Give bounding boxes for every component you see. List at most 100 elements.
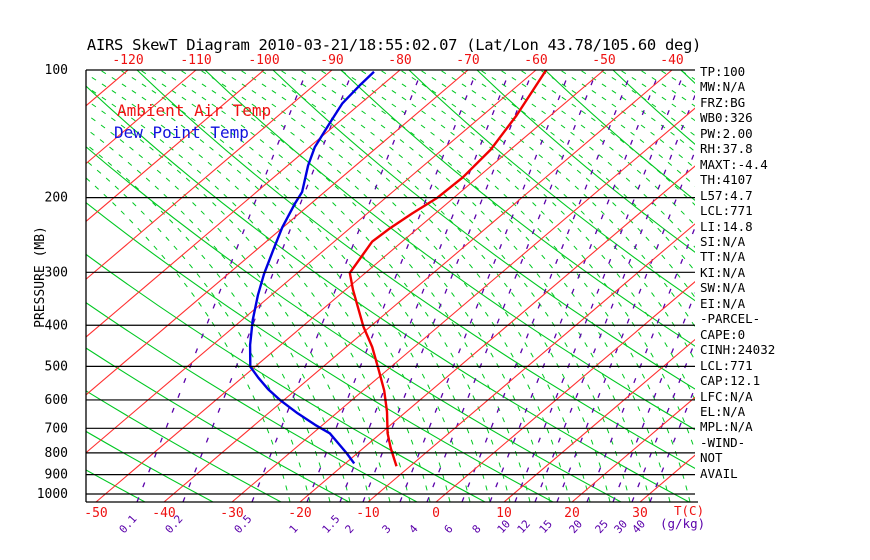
mixing-ratio-tick-label: 1.5 xyxy=(320,513,343,536)
moist-adiabat-line xyxy=(479,70,695,249)
dewpoint-profile-line xyxy=(248,70,375,465)
readout-item: MAXT:-4.4 xyxy=(700,156,768,172)
mixing-ratio-tick-label: 12 xyxy=(515,517,534,536)
moist-adiabat-line xyxy=(159,70,511,502)
isotherm-line xyxy=(86,70,129,107)
mixing-ratio-line xyxy=(251,70,423,502)
mixing-ratio-tick-label: 2 xyxy=(343,522,357,536)
readout-item: RH:37.8 xyxy=(700,141,753,157)
readout-item: AVAIL xyxy=(700,465,738,481)
dry-adiabat-line xyxy=(86,201,554,502)
top-temp-tick-label: -50 xyxy=(592,53,615,68)
readout-item: LCL:771 xyxy=(700,203,753,219)
pressure-tick-label: 500 xyxy=(45,359,68,374)
isotherm-line xyxy=(86,70,469,396)
mixing-ratio-tick-label: 6 xyxy=(442,522,456,536)
mixing-ratio-line xyxy=(339,70,511,502)
mixing-ratio-line xyxy=(362,70,534,502)
pressure-tick-label: 600 xyxy=(45,393,68,408)
dry-adiabat-line xyxy=(86,146,622,502)
mixing-ratio-line xyxy=(306,70,478,502)
readout-item: -WIND- xyxy=(700,434,746,450)
top-temp-tick-label: -70 xyxy=(456,53,479,68)
readout-item: EI:N/A xyxy=(700,295,746,311)
readout-item: TP:100 xyxy=(700,64,746,79)
readout-item: FRZ:BG xyxy=(700,94,746,110)
temp-profile-line xyxy=(348,70,548,467)
dry-adiabat-line xyxy=(408,70,695,302)
bottom-temp-tick-label: -50 xyxy=(84,506,107,521)
isotherm-line xyxy=(299,165,695,502)
pressure-tick-label: 1000 xyxy=(37,487,68,502)
moist-adiabat-line xyxy=(86,159,311,502)
dry-adiabat-line xyxy=(86,301,418,502)
bottom-temp-tick-label: -20 xyxy=(288,506,311,521)
dry-adiabat-line xyxy=(272,70,695,390)
bottom-temp-tick-label: 20 xyxy=(564,506,580,521)
mixing-ratio-tick-label: 1 xyxy=(287,522,301,536)
moist-adiabat-line xyxy=(99,70,451,502)
dry-adiabat-line xyxy=(544,70,695,201)
pressure-tick-label: 200 xyxy=(45,191,68,206)
dry-adiabat-line xyxy=(86,390,282,502)
moist-adiabat-line xyxy=(199,70,551,502)
readout-item: LCL:771 xyxy=(700,357,753,373)
top-temp-tick-label: -120 xyxy=(112,53,143,68)
legend-air-temp-label: Ambient Air Temp xyxy=(117,101,272,120)
moist-adiabat-line xyxy=(359,70,695,453)
moist-adiabat-line xyxy=(86,113,371,502)
readout-item: EL:N/A xyxy=(700,403,746,419)
top-temp-tick-label: -90 xyxy=(320,53,343,68)
mixing-ratio-tick-label: 4 xyxy=(407,522,421,536)
temp-axis-unit-label: T(C) xyxy=(674,503,704,518)
moist-adiabat-line xyxy=(259,70,611,502)
moist-adiabat-line xyxy=(419,70,695,328)
pressure-tick-label: 900 xyxy=(45,468,68,483)
mixing-ratio-line xyxy=(489,70,661,502)
mixing-ratio-line xyxy=(514,70,686,502)
readout-item: KI:N/A xyxy=(700,264,746,280)
moist-adiabat-line xyxy=(299,70,651,502)
top-temp-tick-label: -100 xyxy=(248,53,279,68)
isotherm-line xyxy=(86,70,197,165)
pressure-tick-label: 300 xyxy=(45,265,68,280)
moist-adiabat-line xyxy=(139,70,491,502)
mixing-ratio-tick-label: 3 xyxy=(380,522,394,536)
y-axis-title: PRESSURE (MB) xyxy=(33,226,48,328)
isotherm-line xyxy=(231,107,695,502)
readout-item: CAPE:0 xyxy=(700,326,746,342)
legend-dew-point-label: Dew Point Temp xyxy=(114,123,249,142)
mixing-ratio-line xyxy=(136,70,308,502)
moist-adiabat-line xyxy=(179,70,531,502)
top-temp-tick-label: -60 xyxy=(524,53,547,68)
isotherm-line xyxy=(163,70,673,502)
pressure-tick-label: 700 xyxy=(45,421,68,436)
bottom-temp-tick-label: -30 xyxy=(220,506,243,521)
moist-adiabat-line xyxy=(86,73,431,502)
moist-adiabat-line xyxy=(86,99,391,502)
readout-item: PW:2.00 xyxy=(700,125,753,141)
moist-adiabat-line xyxy=(239,70,591,502)
mixing-ratio-tick-label: 30 xyxy=(612,517,631,536)
pressure-tick-label: 800 xyxy=(45,446,68,461)
readout-item: NOT xyxy=(700,450,723,466)
bottom-temp-tick-label: -40 xyxy=(152,506,175,521)
mixing-axis-unit-label: (g/kg) xyxy=(660,516,705,531)
mixing-ratio-line xyxy=(182,70,354,502)
page-title: AIRS SkewT Diagram 2010-03-21/18:55:02.0… xyxy=(86,36,702,54)
isotherm-line xyxy=(435,281,695,502)
moist-adiabat-line xyxy=(439,70,695,299)
readout-item: CAP:12.1 xyxy=(700,373,761,389)
top-temp-tick-label: -40 xyxy=(660,53,683,68)
dry-adiabat-line xyxy=(86,253,486,502)
readout-item: MW:N/A xyxy=(700,79,746,95)
dry-adiabat-line xyxy=(340,70,695,347)
isotherm-line xyxy=(367,223,695,502)
bottom-temp-tick-label: 30 xyxy=(632,506,648,521)
isotherm-line xyxy=(86,70,333,280)
readout-item: LI:14.8 xyxy=(700,218,753,234)
isotherm-line xyxy=(95,70,605,502)
readouts-panel: TP:100 MW:N/A FRZ:BG WB0:326 PW:2.00 RH:37.8 M… xyxy=(700,64,775,481)
isotherm-line xyxy=(571,396,695,502)
